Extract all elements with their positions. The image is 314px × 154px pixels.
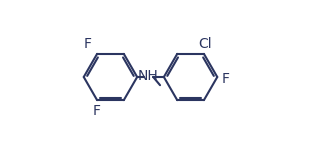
Text: F: F <box>222 71 230 85</box>
Text: Cl: Cl <box>199 37 212 51</box>
Text: NH: NH <box>138 69 159 83</box>
Text: F: F <box>92 104 100 118</box>
Text: F: F <box>84 37 92 51</box>
